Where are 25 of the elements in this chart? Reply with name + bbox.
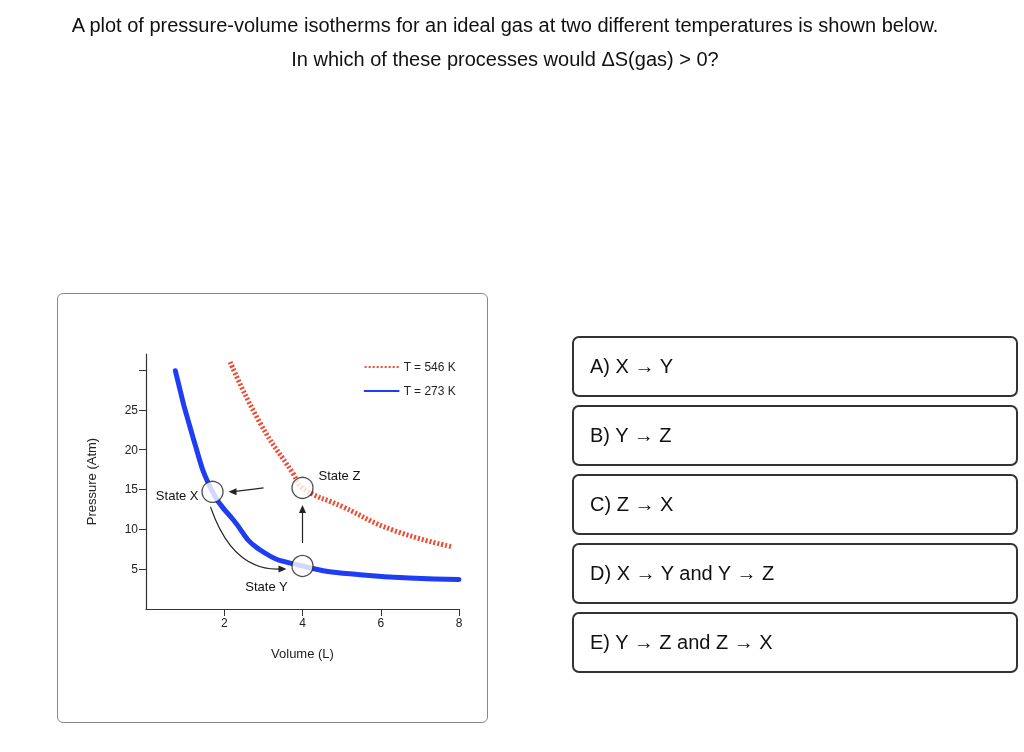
x-axis-title: Volume (L)	[271, 646, 334, 661]
annotation: State Y	[245, 578, 289, 594]
x-tick-label: 6	[377, 616, 385, 630]
x-tick-label: 2	[220, 616, 228, 630]
point	[291, 476, 314, 500]
text: D) X → Y and Y → Z	[572, 543, 1018, 604]
point	[291, 554, 314, 578]
y-tick-label: 20	[124, 442, 139, 457]
y-axis-title: Pressure (Atm)	[84, 437, 99, 526]
text: B) Y → Z	[572, 405, 1018, 466]
annotation: State Z	[318, 467, 361, 483]
text: C) Z → X	[572, 474, 1018, 535]
point	[201, 480, 224, 503]
legend-label: T = 546 K	[403, 360, 456, 374]
legend-label: T = 273 K	[403, 384, 456, 398]
annotation: State X	[155, 488, 199, 504]
text: A) X → Y	[572, 336, 1018, 397]
x-tick-label: 4	[299, 616, 307, 630]
y-tick-label: 15	[124, 482, 139, 497]
y-tick-label: 25	[124, 402, 139, 417]
text: E) Y → Z and Z → X	[572, 612, 1018, 673]
text: A plot of pressure-volume isotherms for an ideal gas at two different temperatures is shown below. In which of these processes would ΔS(gas) > 0?	[70, 13, 940, 72]
x-tick-label: 8	[455, 616, 463, 630]
y-tick-label: 10	[124, 522, 139, 537]
y-tick-label: 5	[131, 562, 139, 577]
